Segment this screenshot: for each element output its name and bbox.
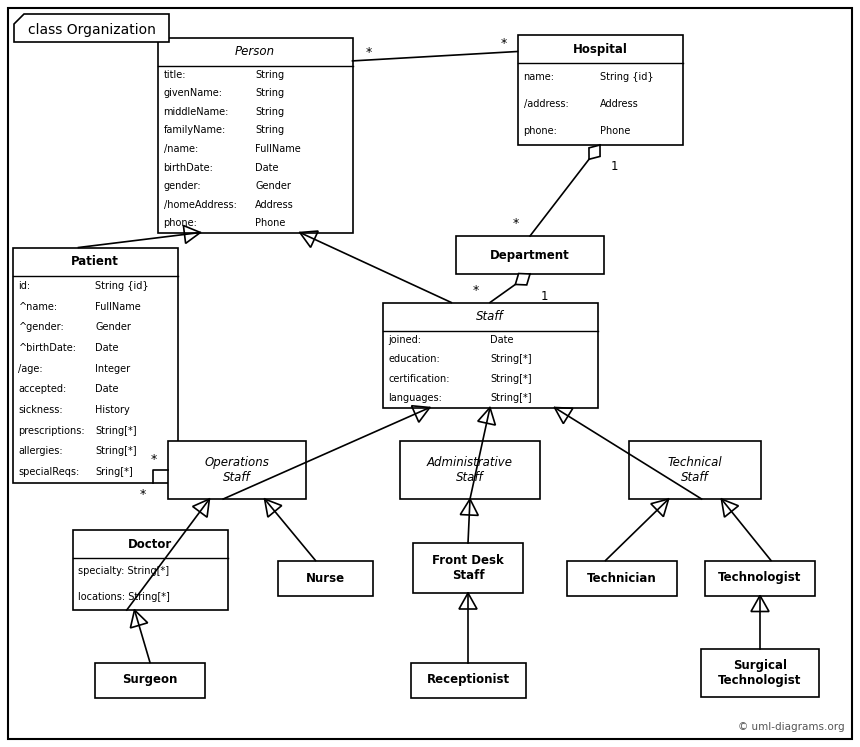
Polygon shape (515, 273, 530, 285)
Polygon shape (14, 14, 169, 42)
Bar (168, 441, 306, 499)
Text: Technologist: Technologist (718, 571, 802, 584)
Text: Date: Date (490, 335, 513, 345)
Text: Phone: Phone (255, 218, 286, 229)
Text: Date: Date (95, 385, 119, 394)
Text: middleName:: middleName: (163, 107, 229, 117)
Text: Operations
Staff: Operations Staff (205, 456, 269, 484)
Text: FullName: FullName (255, 144, 301, 154)
Text: String[*]: String[*] (95, 447, 137, 456)
Text: Date: Date (255, 163, 279, 173)
Text: 1: 1 (611, 161, 617, 173)
Bar (456, 236, 604, 274)
Bar (13, 247, 177, 483)
Text: *: * (139, 488, 146, 501)
Text: /age:: /age: (19, 364, 43, 374)
Text: Staff: Staff (476, 310, 504, 323)
Text: FullName: FullName (95, 302, 141, 311)
Bar (400, 441, 540, 499)
Text: givenName:: givenName: (163, 88, 223, 99)
Text: String[*]: String[*] (490, 354, 531, 365)
Text: title:: title: (163, 69, 186, 80)
Text: phone:: phone: (524, 126, 557, 137)
Text: Surgeon: Surgeon (122, 674, 178, 686)
Text: 1: 1 (540, 290, 548, 303)
Text: specialty: String[*]: specialty: String[*] (78, 566, 169, 576)
Text: Department: Department (490, 249, 570, 261)
Text: locations: String[*]: locations: String[*] (78, 592, 170, 602)
Bar (383, 303, 598, 408)
Text: ^name:: ^name: (19, 302, 58, 311)
Text: *: * (366, 46, 372, 60)
Text: String: String (255, 107, 284, 117)
Text: Phone: Phone (600, 126, 630, 137)
Text: accepted:: accepted: (19, 385, 67, 394)
Bar (518, 35, 683, 145)
Text: gender:: gender: (163, 181, 201, 191)
Text: phone:: phone: (163, 218, 198, 229)
Text: *: * (513, 217, 519, 231)
Text: specialReqs:: specialReqs: (19, 467, 80, 477)
Text: /name:: /name: (163, 144, 198, 154)
Bar (95, 663, 205, 698)
Bar (157, 37, 353, 232)
Text: *: * (473, 284, 479, 297)
Bar (629, 441, 761, 499)
Bar (701, 649, 819, 697)
Text: Surgical
Technologist: Surgical Technologist (718, 659, 802, 687)
Bar (72, 530, 228, 610)
Text: education:: education: (389, 354, 440, 365)
Text: Administrative
Staff: Administrative Staff (427, 456, 513, 484)
Text: *: * (150, 453, 157, 466)
Bar (413, 543, 523, 593)
Text: Receptionist: Receptionist (427, 674, 510, 686)
Text: String: String (255, 125, 284, 135)
Text: Gender: Gender (255, 181, 291, 191)
Text: History: History (95, 405, 130, 415)
Text: familyName:: familyName: (163, 125, 225, 135)
Text: String: String (255, 69, 284, 80)
Text: /homeAddress:: /homeAddress: (163, 199, 237, 210)
Polygon shape (589, 145, 600, 159)
Text: prescriptions:: prescriptions: (19, 426, 85, 436)
Text: /address:: /address: (524, 99, 568, 109)
Text: ^gender:: ^gender: (19, 322, 64, 332)
Text: allergies:: allergies: (19, 447, 63, 456)
Text: String[*]: String[*] (95, 426, 137, 436)
Text: Date: Date (95, 343, 119, 353)
Text: Integer: Integer (95, 364, 130, 374)
Text: languages:: languages: (389, 393, 442, 403)
Text: sickness:: sickness: (19, 405, 63, 415)
Bar (705, 560, 815, 595)
Bar (278, 560, 372, 595)
Text: Gender: Gender (95, 322, 131, 332)
Text: Address: Address (255, 199, 294, 210)
Text: Hospital: Hospital (573, 43, 628, 55)
Text: String[*]: String[*] (490, 393, 531, 403)
Bar (410, 663, 525, 698)
Text: name:: name: (524, 72, 555, 81)
Text: joined:: joined: (389, 335, 421, 345)
Text: © uml-diagrams.org: © uml-diagrams.org (739, 722, 845, 732)
Text: String[*]: String[*] (490, 374, 531, 384)
Text: *: * (501, 37, 507, 50)
Text: Sring[*]: Sring[*] (95, 467, 132, 477)
Text: certification:: certification: (389, 374, 450, 384)
Text: String {id}: String {id} (600, 72, 654, 81)
Text: Nurse: Nurse (305, 571, 345, 584)
Text: id:: id: (19, 281, 31, 291)
Bar (567, 560, 677, 595)
Text: String: String (255, 88, 284, 99)
Text: Doctor: Doctor (128, 538, 172, 551)
Text: String {id}: String {id} (95, 281, 149, 291)
Text: Patient: Patient (71, 255, 119, 268)
Text: Technician: Technician (587, 571, 657, 584)
Text: Address: Address (600, 99, 639, 109)
Text: Front Desk
Staff: Front Desk Staff (432, 554, 504, 582)
Text: Technical
Staff: Technical Staff (667, 456, 722, 484)
Text: class Organization: class Organization (28, 23, 156, 37)
Text: birthDate:: birthDate: (163, 163, 213, 173)
Text: Person: Person (235, 45, 275, 58)
Text: ^birthDate:: ^birthDate: (19, 343, 77, 353)
